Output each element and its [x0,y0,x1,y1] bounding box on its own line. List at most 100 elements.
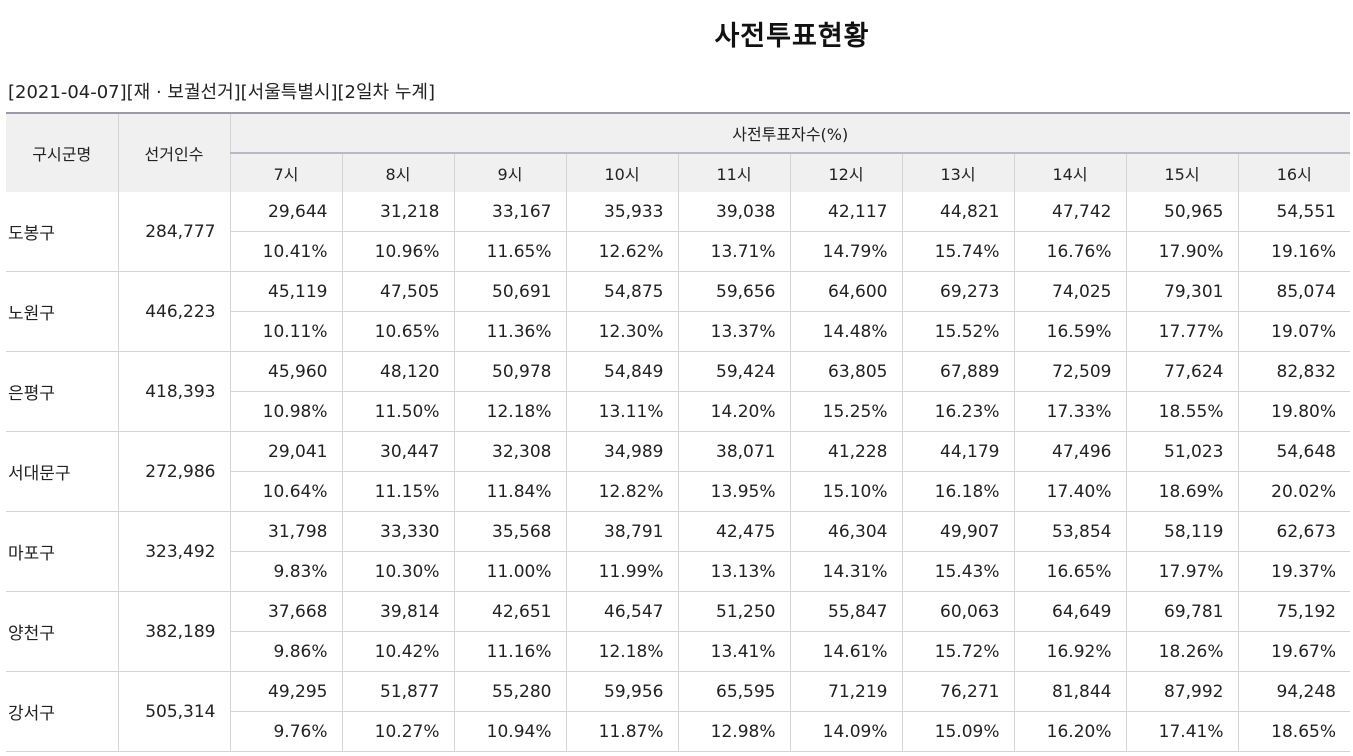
early-voter-rate: 11.50% [341,391,454,432]
column-header-hour: 15시 [1125,153,1238,192]
early-voter-rate: 15.25% [789,391,902,432]
early-voter-count: 48,120 [341,351,454,392]
table-row-counts: 마포구 323,492 31,798 33,330 35,568 38,791 42,475… [6,511,1350,592]
early-voter-rate: 12.18% [565,631,678,672]
early-voter-count: 51,250 [677,591,790,632]
early-voter-rate: 15.72% [901,631,1014,672]
early-voter-rate: 9.86% [229,631,342,672]
early-voter-rate: 10.94% [453,711,566,752]
early-voter-count: 45,119 [229,271,342,312]
district-voters: 418,393 [117,351,230,432]
early-voter-count: 53,854 [1013,511,1126,552]
column-header-hour: 9시 [453,153,566,192]
early-voter-rate: 17.40% [1013,471,1126,512]
early-voter-count: 74,025 [1013,271,1126,312]
early-voter-rate: 16.18% [901,471,1014,512]
early-voter-count: 44,179 [901,431,1014,472]
column-header-early-voters-group: 사전투표자수(%) [229,113,1350,154]
early-voter-count: 32,308 [453,431,566,472]
early-voter-count: 46,547 [565,591,678,632]
early-voter-count: 39,038 [677,192,790,232]
early-voter-count: 38,791 [565,511,678,552]
district-voters: 382,189 [117,591,230,672]
early-voter-count: 76,271 [901,671,1014,712]
early-voter-rate: 19.80% [1237,391,1350,432]
early-voter-rate: 19.07% [1237,311,1350,352]
early-voter-rate: 11.99% [565,551,678,592]
early-voting-table: 구시군명 선거인수 사전투표자수(%) 7시 8시 9시 10시 11시 12시… [6,112,1350,752]
early-voter-rate: 16.76% [1013,231,1126,272]
early-voter-rate: 10.65% [341,311,454,352]
early-voter-count: 46,304 [789,511,902,552]
early-voter-count: 87,992 [1125,671,1238,712]
early-voter-rate: 10.11% [229,311,342,352]
district-name: 양천구 [6,591,118,672]
district-name: 마포구 [6,511,118,592]
early-voter-rate: 16.65% [1013,551,1126,592]
early-voter-count: 42,475 [677,511,790,552]
early-voter-count: 60,063 [901,591,1014,632]
early-voter-count: 54,648 [1237,431,1350,472]
early-voter-rate: 12.18% [453,391,566,432]
early-voter-count: 54,551 [1237,192,1350,232]
early-voter-count: 47,742 [1013,192,1126,232]
early-voter-count: 64,649 [1013,591,1126,632]
early-voter-rate: 11.15% [341,471,454,512]
table-row-counts: 양천구 382,189 37,668 39,814 42,651 46,547 51,250… [6,591,1350,672]
column-header-hour: 11시 [677,153,790,192]
table-row-rates: 9.86% 10.42% 11.16% 12.18% 13.41% 14.61% 15.72… [6,631,1350,672]
header-row-top: 구시군명 선거인수 사전투표자수(%) [6,113,1350,192]
table-row-counts: 강서구 505,314 49,295 51,877 55,280 59,956 65,595… [6,671,1350,752]
early-voter-count: 35,933 [565,192,678,232]
early-voter-rate: 13.37% [677,311,790,352]
district-name: 도봉구 [6,192,118,272]
table-row-rates: 10.98% 11.50% 12.18% 13.11% 14.20% 15.25% 16.2… [6,391,1350,432]
early-voter-rate: 17.33% [1013,391,1126,432]
early-voter-rate: 16.59% [1013,311,1126,352]
early-voter-count: 31,798 [229,511,342,552]
early-voter-rate: 13.11% [565,391,678,432]
early-voting-table-container: 구시군명 선거인수 사전투표자수(%) 7시 8시 9시 10시 11시 12시… [6,112,1350,752]
early-voter-rate: 14.48% [789,311,902,352]
early-voter-rate: 14.31% [789,551,902,592]
early-voter-rate: 17.77% [1125,311,1238,352]
early-voter-count: 67,889 [901,351,1014,392]
early-voter-count: 49,295 [229,671,342,712]
column-header-hour: 7시 [229,153,342,192]
early-voter-count: 45,960 [229,351,342,392]
table-body: 도봉구 284,777 29,644 31,218 33,167 35,933 39,038… [6,192,1350,752]
early-voter-count: 77,624 [1125,351,1238,392]
early-voter-count: 69,781 [1125,591,1238,632]
early-voter-rate: 18.69% [1125,471,1238,512]
table-row-counts: 서대문구 272,986 29,041 30,447 32,308 34,989 38,07… [6,431,1350,512]
early-voter-rate: 11.16% [453,631,566,672]
district-name: 노원구 [6,271,118,352]
early-voter-rate: 18.26% [1125,631,1238,672]
early-voter-rate: 10.30% [341,551,454,592]
early-voter-rate: 16.23% [901,391,1014,432]
early-voter-count: 50,691 [453,271,566,312]
early-voter-count: 44,821 [901,192,1014,232]
early-voter-count: 71,219 [789,671,902,712]
early-voter-rate: 9.76% [229,711,342,752]
early-voter-rate: 18.65% [1237,711,1350,752]
early-voter-count: 59,424 [677,351,790,392]
early-voter-rate: 15.10% [789,471,902,512]
early-voter-count: 54,875 [565,271,678,312]
early-voter-rate: 18.55% [1125,391,1238,432]
early-voter-rate: 11.84% [453,471,566,512]
early-voter-rate: 10.98% [229,391,342,432]
district-voters: 505,314 [117,671,230,752]
table-row-counts: 도봉구 284,777 29,644 31,218 33,167 35,933 39,038… [6,192,1350,272]
early-voter-rate: 19.37% [1237,551,1350,592]
early-voter-rate: 15.74% [901,231,1014,272]
early-voter-count: 59,656 [677,271,790,312]
early-voter-count: 33,330 [341,511,454,552]
early-voter-rate: 17.90% [1125,231,1238,272]
early-voter-rate: 15.09% [901,711,1014,752]
early-voter-count: 34,989 [565,431,678,472]
district-voters: 284,777 [117,192,230,272]
early-voter-rate: 11.00% [453,551,566,592]
table-row-rates: 10.41% 10.96% 11.65% 12.62% 13.71% 14.79% 15.7… [6,231,1350,272]
early-voter-rate: 17.97% [1125,551,1238,592]
